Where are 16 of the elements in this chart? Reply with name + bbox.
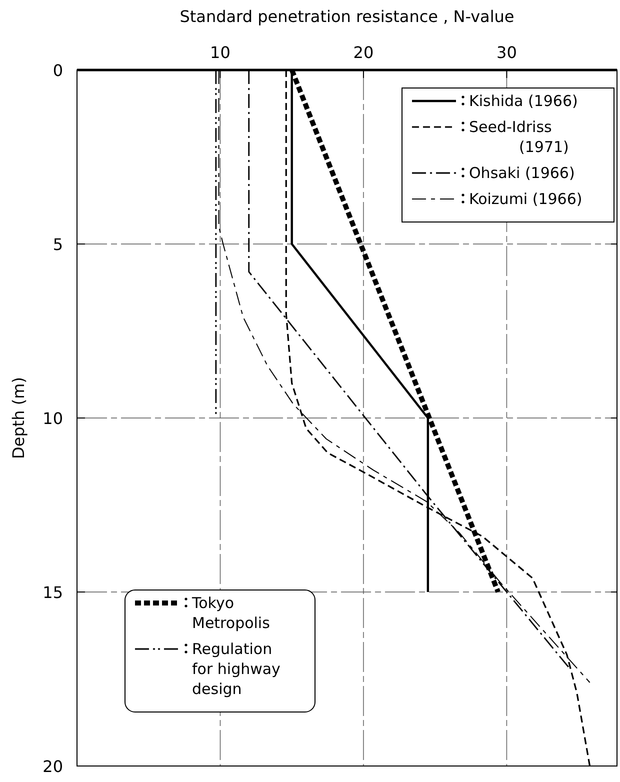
legend-label: Tokyo Metropolis <box>191 594 270 632</box>
legend-label: Kishida (1966) <box>469 92 578 110</box>
y-tick-label: 5 <box>52 235 63 254</box>
legend-label: Regulation for highway design <box>192 640 281 698</box>
y-tick-label: 0 <box>52 61 63 80</box>
y-tick-label: 10 <box>42 409 63 428</box>
x-tick-label: 20 <box>353 43 374 62</box>
legend-label: Seed-Idriss (1971) <box>469 118 569 156</box>
y-tick-label: 15 <box>42 583 63 602</box>
x-axis-title: Standard penetration resistance , N-value <box>180 7 514 26</box>
legend-label: Ohsaki (1966) <box>469 164 575 182</box>
y-axis-title: Depth (m) <box>9 377 28 459</box>
x-tick-label: 10 <box>210 43 230 62</box>
y-tick-label: 20 <box>42 757 63 776</box>
legend-label: Koizumi (1966) <box>469 190 582 208</box>
x-tick-label: 30 <box>496 43 517 62</box>
